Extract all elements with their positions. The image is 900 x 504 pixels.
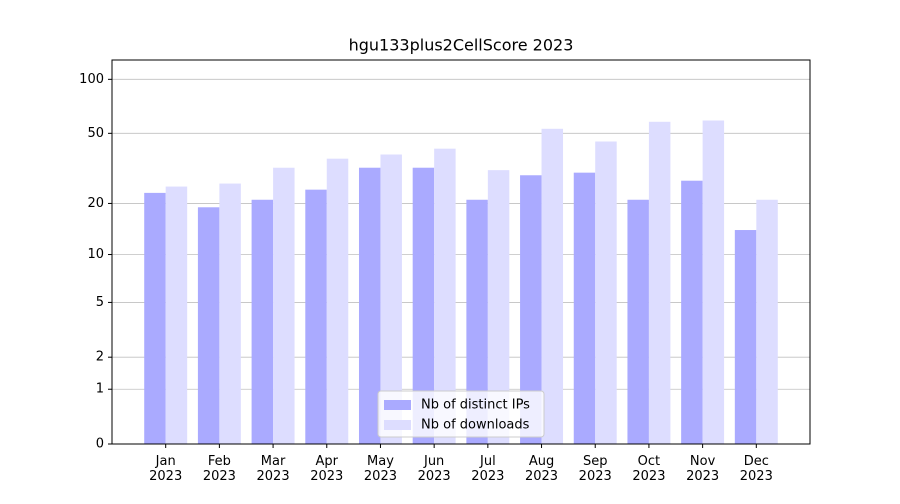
bar — [734, 230, 757, 444]
bar — [273, 167, 295, 444]
bar — [541, 128, 564, 445]
x-tick-label: Jan 2023 — [149, 454, 182, 484]
bar — [358, 167, 381, 444]
y-tick-label: 1 — [96, 382, 104, 397]
bar — [573, 172, 596, 444]
x-tick-label: Aug 2023 — [525, 454, 558, 484]
chart-title: hgu133plus2CellScore 2023 — [349, 36, 574, 55]
bar — [756, 199, 778, 444]
bar — [251, 199, 274, 444]
bar — [380, 154, 402, 445]
bar — [466, 199, 488, 444]
bar — [702, 120, 725, 445]
bar — [595, 141, 617, 444]
y-tick-label: 0 — [96, 437, 104, 452]
x-tick-label: Oct 2023 — [632, 454, 665, 484]
y-tick-label: 2 — [96, 350, 104, 365]
x-tick-label: Apr 2023 — [310, 454, 343, 484]
plot-frame — [111, 59, 811, 445]
y-tick-label: 5 — [96, 295, 104, 310]
legend-swatch — [384, 400, 411, 410]
legend-label: Nb of distinct IPs — [421, 398, 530, 413]
legend-label: Nb of downloads — [421, 418, 530, 433]
x-tick-label: Feb 2023 — [203, 454, 236, 484]
bar — [520, 175, 542, 444]
bar — [219, 183, 241, 445]
bar — [412, 167, 435, 444]
x-tick-label: Dec 2023 — [740, 454, 773, 484]
y-tick-label: 10 — [87, 247, 104, 262]
bar — [434, 148, 456, 444]
bar — [197, 207, 220, 444]
y-tick-label: 20 — [87, 196, 104, 211]
bar — [627, 199, 649, 444]
x-tick-label: Sep 2023 — [579, 454, 612, 484]
x-tick-label: Jul 2023 — [471, 454, 504, 484]
legend-box — [377, 390, 545, 438]
x-tick-label: Mar 2023 — [257, 454, 290, 484]
bar — [144, 192, 166, 444]
bar — [305, 189, 327, 444]
y-tick-label: 100 — [79, 72, 104, 87]
x-tick-label: Jun 2023 — [418, 454, 451, 484]
bar — [648, 121, 671, 444]
legend-swatch — [384, 420, 411, 430]
bar — [326, 158, 349, 445]
x-tick-label: Nov 2023 — [686, 454, 719, 484]
y-tick-label: 50 — [87, 126, 104, 141]
x-tick-label: May 2023 — [364, 454, 397, 484]
legend: Nb of distinct IPs Nb of downloads — [377, 390, 545, 438]
bar — [165, 186, 188, 444]
bar — [681, 180, 703, 445]
bar — [487, 170, 510, 444]
